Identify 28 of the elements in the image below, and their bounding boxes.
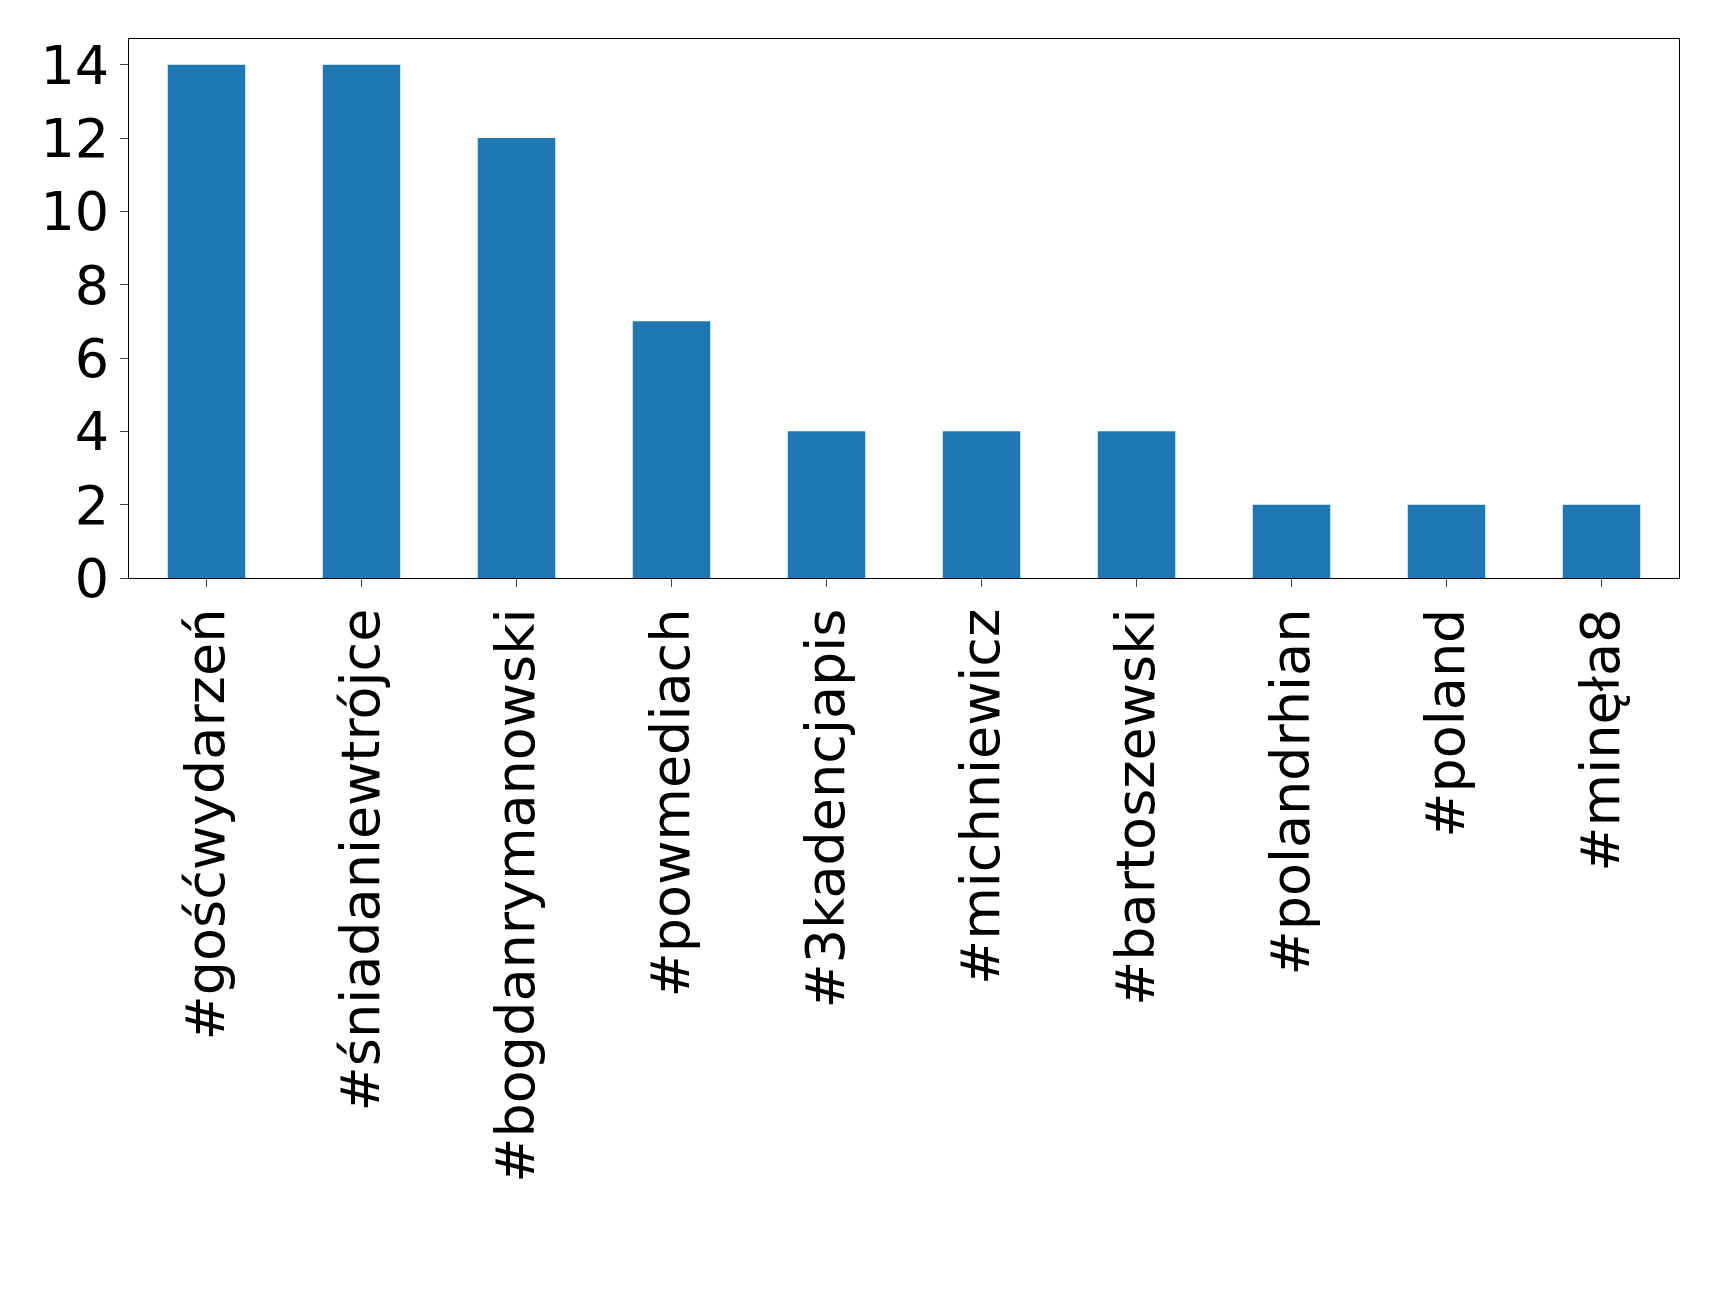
- bar: [1097, 431, 1176, 578]
- x-tick-label: #3kadencjapis: [794, 608, 858, 1009]
- y-tick-label: 4: [74, 400, 110, 464]
- x-tick-label: #michniewicz: [949, 608, 1013, 986]
- x-tick-label: #śniadaniewtrójce: [329, 608, 393, 1112]
- bar: [322, 64, 401, 578]
- bar: [1252, 504, 1331, 578]
- x-tick-label: #bogdanrymanowski: [484, 608, 548, 1183]
- bar: [1562, 504, 1641, 578]
- bar: [942, 431, 1021, 578]
- x-tick-label: #minęła8: [1569, 608, 1633, 872]
- x-tick-label: #bartoszewski: [1104, 608, 1168, 1006]
- y-tick-label: 14: [40, 33, 110, 97]
- x-tick-label: #powmediach: [639, 608, 703, 998]
- bar: [632, 321, 711, 578]
- bar: [167, 64, 246, 578]
- bar: [1407, 504, 1486, 578]
- bar: [477, 138, 556, 578]
- y-tick-label: 0: [74, 546, 110, 610]
- bar: [787, 431, 866, 578]
- y-tick-label: 10: [40, 180, 110, 244]
- y-tick-label: 2: [74, 473, 110, 537]
- x-tick-label: #poland: [1414, 608, 1478, 838]
- y-tick-label: 12: [40, 106, 110, 170]
- y-tick-label: 6: [74, 326, 110, 390]
- y-tick-label: 8: [74, 253, 110, 317]
- x-tick-label: #gośćwydarzeń: [174, 608, 238, 1041]
- x-tick-label: #polandrhian: [1259, 608, 1323, 976]
